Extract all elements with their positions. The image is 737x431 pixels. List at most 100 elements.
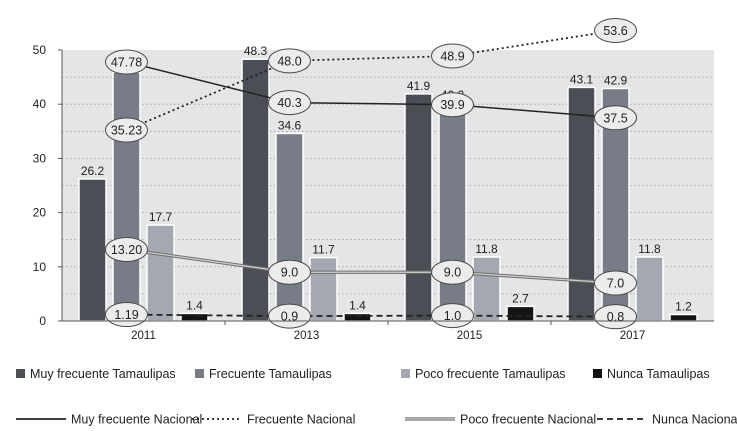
line-point-label: 39.9: [431, 92, 474, 118]
legend-item: Nunca Tamaulipas: [593, 367, 710, 381]
line-point-label: 9.0: [431, 259, 474, 285]
label-bubble: [431, 303, 474, 329]
legend-item: Poco frecuente Tamaulipas: [401, 367, 566, 381]
bar-frecuente-tamaulipas-2015: [438, 102, 467, 322]
x-tick-label: 2017: [620, 330, 646, 342]
line-value-label: 1.0: [444, 309, 461, 323]
legend-label: Nunca Nacional: [652, 413, 737, 427]
legend-label: Muy frecuente Nacional: [71, 413, 202, 427]
line-value-label: 7.0: [607, 277, 624, 291]
x-tick-label: 2015: [457, 330, 483, 342]
legend-label: Muy frecuente Tamaulipas: [30, 367, 176, 381]
line-point-label: 0.9: [268, 303, 311, 329]
bar-label: 34.6: [278, 118, 302, 132]
label-bubble: [268, 303, 311, 329]
bar-nunca-tamaulipas-2011: [180, 312, 209, 322]
bar-poco-frecuente-tamaulipas-2017: [635, 256, 664, 322]
line-value-label: 40.3: [277, 96, 301, 110]
line-value-label: 48.0: [277, 54, 301, 68]
label-bubble: [594, 304, 637, 330]
bar-label: 17.7: [149, 210, 173, 224]
bar-label: 2.7: [512, 291, 529, 305]
label-bubble: [268, 48, 311, 74]
bar-label: 48.3: [244, 44, 268, 58]
bar-poco-frecuente-tamaulipas-2011: [146, 224, 175, 322]
y-tick-label: 30: [33, 151, 47, 165]
line-point-label: 48.0: [268, 48, 311, 74]
legend-label: Frecuente Nacional: [247, 413, 355, 427]
line-point-label: 35.23: [105, 117, 148, 143]
line-value-label: 1.19: [114, 308, 138, 322]
line-value-label: 48.9: [440, 49, 464, 63]
label-bubble: [594, 270, 637, 296]
bar-muy-frecuente-tamaulipas-2017: [567, 86, 596, 322]
line-value-label: 9.0: [281, 266, 298, 280]
bar-muy-frecuente-tamaulipas-2015: [404, 93, 433, 322]
label-bubble: [105, 49, 148, 75]
legend-swatch: [593, 369, 602, 378]
bar-muy-frecuente-tamaulipas-2013: [241, 58, 270, 322]
legend-item: Nunca Nacional: [597, 413, 737, 427]
bar-label: 26.2: [81, 164, 105, 178]
y-tick-label: 0: [39, 314, 46, 328]
x-tick-label: 2013: [294, 330, 320, 342]
bar-frecuente-tamaulipas-2011: [112, 71, 141, 322]
label-bubble: [105, 117, 148, 143]
bar-label: 11.7: [312, 243, 335, 257]
line-muy-frecuente-nacional: [126, 61, 616, 119]
y-tick-label: 50: [33, 43, 47, 57]
label-bubble: [594, 17, 637, 43]
legend-item: Frecuente Nacional: [192, 413, 355, 427]
bar-label: 11.8: [475, 242, 498, 256]
line-value-label: 47.78: [111, 56, 142, 70]
bar-label: 1.2: [675, 299, 692, 313]
bar-frecuente-tamaulipas-2013: [275, 132, 304, 322]
bar-label: 1.4: [186, 298, 203, 312]
line-point-label: 9.0: [268, 259, 311, 285]
legend-swatch: [401, 369, 410, 378]
label-bubble: [105, 236, 148, 262]
line-point-label: 37.5: [594, 105, 637, 131]
line-value-label: 53.6: [603, 24, 627, 38]
label-bubble: [594, 105, 637, 131]
bar-nunca-tamaulipas-2017: [669, 313, 698, 322]
line-point-label: 7.0: [594, 270, 637, 296]
y-tick-label: 10: [33, 260, 47, 274]
legend-item: Muy frecuente Tamaulipas: [16, 367, 176, 381]
bar-label: 42.9: [604, 73, 628, 87]
bar-label: 11.8: [638, 242, 661, 256]
legend-swatch: [195, 369, 204, 378]
line-value-label: 37.5: [603, 111, 627, 125]
bar-nunca-tamaulipas-2013: [343, 312, 372, 322]
line-nunca-nacional: [126, 313, 616, 318]
label-bubble: [431, 92, 474, 118]
line-point-label: 13.20: [105, 236, 148, 262]
bar-label: 43.1: [570, 72, 594, 86]
bar-muy-frecuente-tamaulipas-2011: [78, 178, 107, 322]
line-point-label: 53.6: [594, 17, 637, 43]
bar-label: 1.4: [349, 298, 366, 312]
line-value-label: 0.9: [281, 310, 298, 324]
line-value-label: 9.0: [444, 266, 461, 280]
bar-label: 41.9: [407, 79, 431, 93]
label-bubble: [268, 90, 311, 116]
bar-nunca-tamaulipas-2015: [506, 305, 535, 322]
line-point-label: 40.3: [268, 90, 311, 116]
line-poco-frecuente-nacional: [126, 247, 616, 285]
legend-label: Poco frecuente Nacional: [460, 413, 596, 427]
line-point-label: 0.8: [594, 304, 637, 330]
bar-poco-frecuente-tamaulipas-2013: [309, 256, 338, 322]
line-value-label: 0.8: [607, 310, 624, 324]
line-value-label: 35.23: [111, 124, 142, 138]
legend-item: Poco frecuente Nacional: [405, 413, 596, 427]
label-bubble: [268, 259, 311, 285]
line-value-label: 13.20: [111, 243, 142, 257]
label-bubble: [431, 43, 474, 69]
bar-poco-frecuente-tamaulipas-2015: [472, 256, 501, 322]
legend-label: Nunca Tamaulipas: [607, 367, 710, 381]
legend-label: Poco frecuente Tamaulipas: [415, 367, 566, 381]
x-tick-label: 2011: [131, 330, 156, 342]
line-point-label: 47.78: [105, 49, 148, 75]
line-value-label: 39.9: [440, 98, 464, 112]
